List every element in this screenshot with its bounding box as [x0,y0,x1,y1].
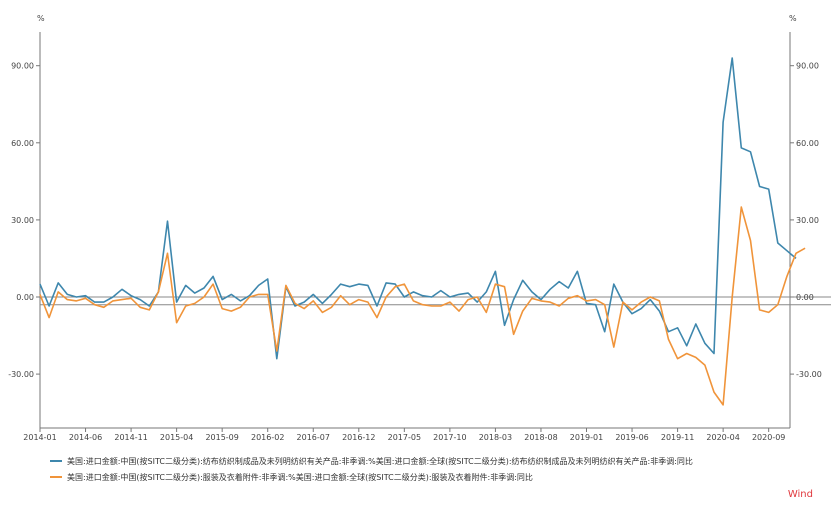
right-axis-unit: % [789,14,797,23]
y-tick-label-left: 90.00 [11,62,34,71]
y-tick-label-left: 30.00 [11,216,34,225]
left-axis-unit: % [37,14,45,23]
x-tick-label: 2018-08 [524,433,557,442]
x-tick-label: 2019-01 [570,433,603,442]
legend-label-textile: 美国:进口金额:中国(按SITC二级分类):纺布纺织制成品及未列明纺织有关产品:… [67,457,693,466]
x-tick-label: 2016-12 [342,433,375,442]
series-line-apparel [39,206,806,406]
x-tick-label: 2019-11 [661,433,694,442]
x-tick-label: 2018-03 [479,433,512,442]
y-tick-label-right: -30.00 [796,370,822,379]
x-tick-label: 2014-06 [69,433,102,442]
y-tick-label-right: 0.00 [796,293,814,302]
x-tick-label: 2016-02 [251,433,284,442]
legend-item-textile: 美国:进口金额:中国(按SITC二级分类):纺布纺织制成品及未列明纺织有关产品:… [50,456,693,467]
x-tick-label: 2020-09 [752,433,785,442]
y-tick-label-right: 60.00 [796,139,819,148]
x-tick-label: 2015-04 [160,433,193,442]
legend-label-apparel: 美国:进口金额:中国(按SITC二级分类):服装及衣着附件:非季调:%美国:进口… [67,473,533,482]
line-chart: -30.00 -30.00 0.00 0.00 30.00 30.00 60.00 60.00… [8,14,831,442]
legend-item-apparel: 美国:进口金额:中国(按SITC二级分类):服装及衣着附件:非季调:%美国:进口… [50,472,533,483]
x-tick-label: 2014-11 [114,433,147,442]
y-tick-label-right: 90.00 [796,62,819,71]
y-tick-label-left: 0.00 [16,293,34,302]
x-tick-label: 2016-07 [297,433,330,442]
source-label: Wind [787,489,813,500]
tick-labels: -30.00 -30.00 0.00 0.00 30.00 30.00 60.00 60.00… [8,62,822,442]
legend-swatch-textile [50,459,62,462]
series-line-textile [39,57,797,360]
y-tick-label-right: 30.00 [796,216,819,225]
y-tick-label-left: 60.00 [11,139,34,148]
chart-axes [36,32,831,432]
series-lines [39,57,806,406]
x-tick-label: 2014-01 [23,433,56,442]
x-tick-label: 2020-04 [706,433,739,442]
y-tick-label-left: -30.00 [8,370,34,379]
x-tick-label: 2017-05 [388,433,421,442]
x-tick-label: 2017-10 [433,433,466,442]
legend-swatch-apparel [50,475,62,478]
x-tick-label: 2019-06 [615,433,648,442]
x-tick-label: 2015-09 [205,433,238,442]
